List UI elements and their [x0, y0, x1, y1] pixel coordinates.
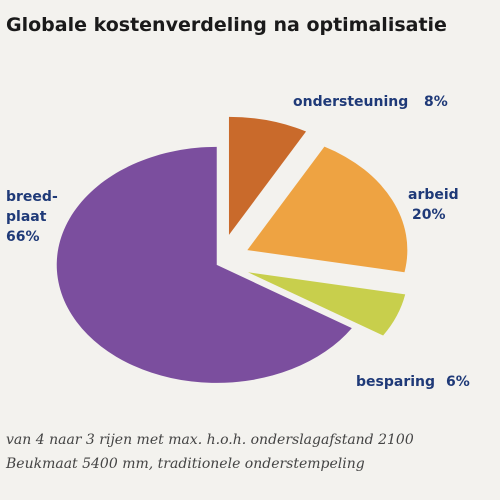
pie-slice: [228, 116, 307, 235]
pie-slice: [247, 146, 408, 273]
value-label: 6%: [446, 374, 470, 390]
pie-slice: [56, 146, 352, 383]
value-label: 66%: [6, 229, 40, 245]
value-label: 8%: [424, 94, 448, 110]
pie-slice: [248, 272, 406, 336]
slice-label: ondersteuning: [293, 94, 409, 110]
value-label: 20%: [412, 207, 446, 223]
slice-label: besparing: [356, 374, 436, 390]
slice-label: breed- plaat: [6, 189, 58, 225]
chart-title: Globale kostenverdeling na optimalisatie: [6, 14, 447, 36]
footnote: van 4 naar 3 rijen met max. h.o.h. onder…: [6, 432, 414, 448]
footnote: Beukmaat 5400 mm, traditionele onderstem…: [6, 456, 365, 472]
slice-label: arbeid: [408, 187, 459, 203]
